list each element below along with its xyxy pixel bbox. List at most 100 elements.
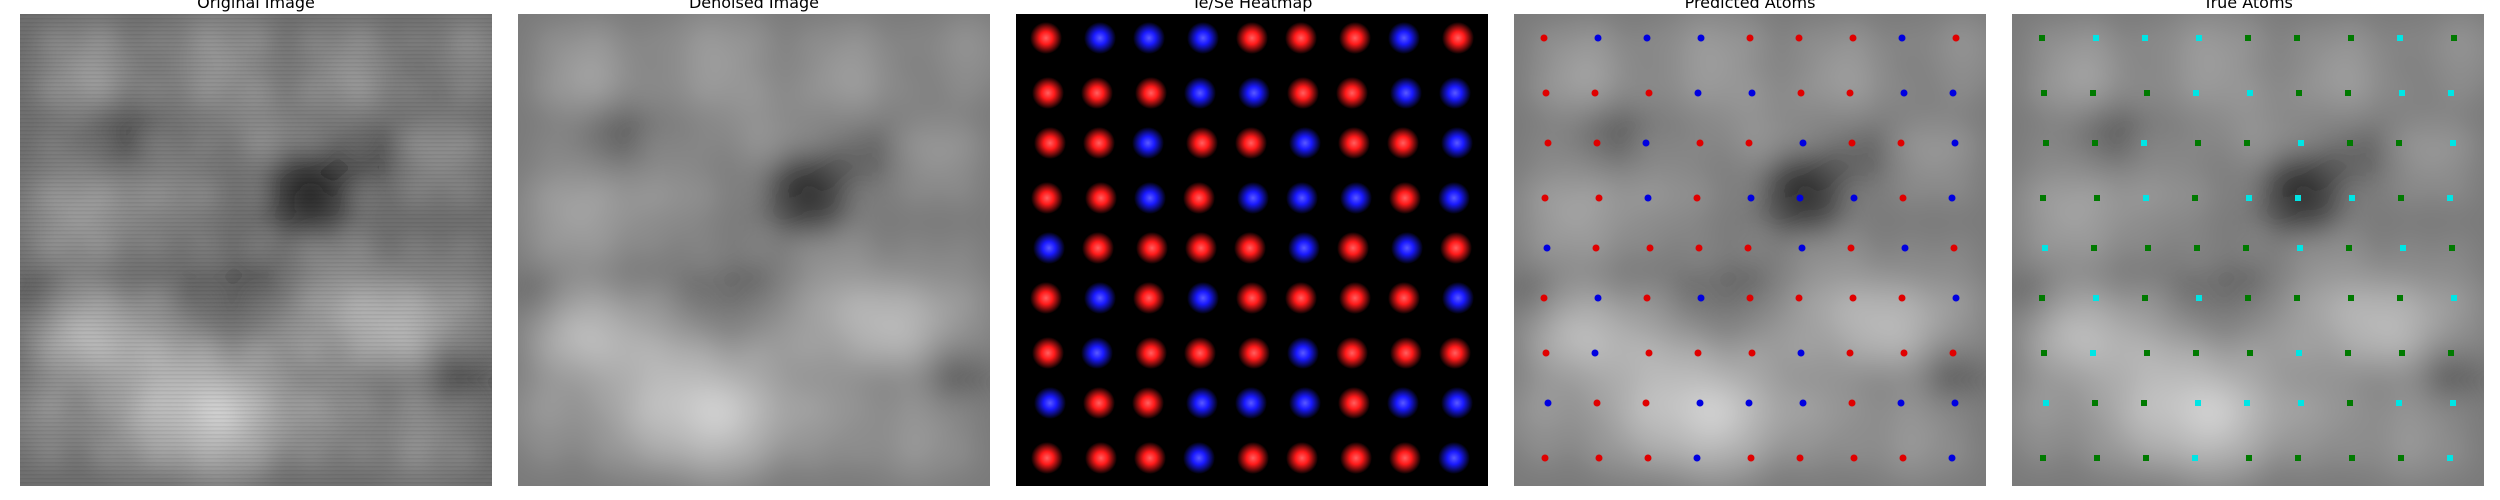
te-heatmap-spot [1081, 77, 1113, 109]
predicted-te-atom [1899, 454, 1907, 462]
true-se-atom [2348, 35, 2354, 41]
predicted-te-atom [1695, 244, 1703, 252]
predicted-se-atom [1948, 194, 1956, 202]
panel-title: True Atoms [2203, 0, 2293, 12]
se-heatmap-spot [1442, 282, 1474, 314]
true-se-atom [2144, 90, 2150, 96]
predicted-te-atom [1744, 244, 1752, 252]
se-heatmap-spot [1133, 22, 1165, 54]
true-atoms-image [2012, 14, 2484, 486]
true-se-atom [2294, 35, 2300, 41]
se-heatmap-spot [1187, 282, 1219, 314]
se-heatmap-spot [1186, 387, 1218, 419]
predicted-se-atom [1951, 139, 1959, 147]
predicted-te-atom [1593, 399, 1601, 407]
true-te-atom [2195, 400, 2201, 406]
predicted-te-atom [1540, 34, 1548, 42]
predicted-te-atom [1645, 349, 1653, 357]
se-heatmap-spot [1287, 337, 1319, 369]
te-heatmap-spot [1285, 282, 1317, 314]
true-te-atom [2043, 400, 2049, 406]
se-heatmap-spot [1237, 182, 1269, 214]
panel-title: Original Image [197, 0, 315, 12]
se-heatmap-spot [1289, 387, 1321, 419]
te-heatmap-spot [1031, 182, 1063, 214]
te-heatmap-spot [1082, 232, 1114, 264]
predicted-se-atom [1543, 244, 1551, 252]
true-te-atom [2297, 245, 2303, 251]
predicted-te-atom [1544, 139, 1552, 147]
true-te-atom [2244, 400, 2250, 406]
panel-title: Denoised Image [688, 0, 820, 12]
predicted-te-atom [1694, 349, 1702, 357]
te-heatmap-spot [1336, 337, 1368, 369]
predicted-se-atom [1900, 89, 1908, 97]
te-heatmap-spot [1336, 77, 1368, 109]
true-te-atom [2196, 295, 2202, 301]
predicted-se-atom [1952, 294, 1960, 302]
te-heatmap-spot [1133, 282, 1165, 314]
predicted-te-atom [1949, 349, 1957, 357]
predicted-te-atom [1950, 244, 1958, 252]
true-te-atom [2042, 245, 2048, 251]
predicted-te-atom [1748, 349, 1756, 357]
predicted-se-atom [1644, 194, 1652, 202]
predicted-te-atom [1796, 454, 1804, 462]
true-se-atom [2347, 140, 2353, 146]
predicted-te-atom [1644, 454, 1652, 462]
predicted-se-atom [1591, 349, 1599, 357]
true-te-atom [2141, 140, 2147, 146]
te-heatmap-spot [1389, 442, 1421, 474]
true-te-atom [2450, 400, 2456, 406]
true-se-atom [2247, 350, 2253, 356]
te-heatmap-spot [1387, 127, 1419, 159]
predicted-te-atom [1643, 294, 1651, 302]
heatmap-panel: Te/Se Heatmap [1016, 0, 1488, 486]
te-heatmap-spot [1031, 442, 1063, 474]
true-se-atom [2397, 295, 2403, 301]
true-se-atom [2041, 350, 2047, 356]
te-heatmap-spot [1237, 442, 1269, 474]
original-image-panel: Original Image [20, 0, 492, 486]
true-se-atom [2448, 350, 2454, 356]
predicted-te-atom [1900, 349, 1908, 357]
te-heatmap-spot [1287, 77, 1319, 109]
true-se-atom [2396, 140, 2402, 146]
true-te-atom [2400, 245, 2406, 251]
te-heatmap-spot [1285, 22, 1317, 54]
true-se-atom [2349, 455, 2355, 461]
te-heatmap-spot [1442, 22, 1474, 54]
panel-title: Predicted Atoms [1684, 0, 1816, 12]
true-se-atom [2039, 35, 2045, 41]
true-te-atom [2298, 140, 2304, 146]
true-se-atom [2141, 400, 2147, 406]
true-se-atom [2345, 350, 2351, 356]
true-te-atom [2192, 455, 2198, 461]
te-heatmap-spot [1439, 337, 1471, 369]
te-heatmap-spot [1339, 22, 1371, 54]
predicted-te-atom [1696, 139, 1704, 147]
true-se-atom [2193, 350, 2199, 356]
te-heatmap-spot [1186, 127, 1218, 159]
true-te-atom [2093, 35, 2099, 41]
predicted-se-atom [1642, 139, 1650, 147]
te-heatmap-spot [1236, 22, 1268, 54]
te-heatmap-spot [1440, 232, 1472, 264]
predicted-te-atom [1541, 194, 1549, 202]
predicted-se-atom [1594, 34, 1602, 42]
true-te-atom [2447, 455, 2453, 461]
te-heatmap-spot [1134, 442, 1166, 474]
true-se-atom [2040, 195, 2046, 201]
true-se-atom [2143, 455, 2149, 461]
true-te-atom [2399, 90, 2405, 96]
predicted-te-atom [1645, 89, 1653, 97]
predicted-te-atom [1593, 139, 1601, 147]
predicted-te-atom [1747, 454, 1755, 462]
predicted-se-atom [1797, 349, 1805, 357]
se-heatmap-spot [1084, 22, 1116, 54]
true-te-atom [2448, 90, 2454, 96]
true-se-atom [2090, 90, 2096, 96]
te-heatmap-spot [1030, 22, 1062, 54]
te-heatmap-spot [1083, 387, 1115, 419]
true-se-atom [2192, 195, 2198, 201]
